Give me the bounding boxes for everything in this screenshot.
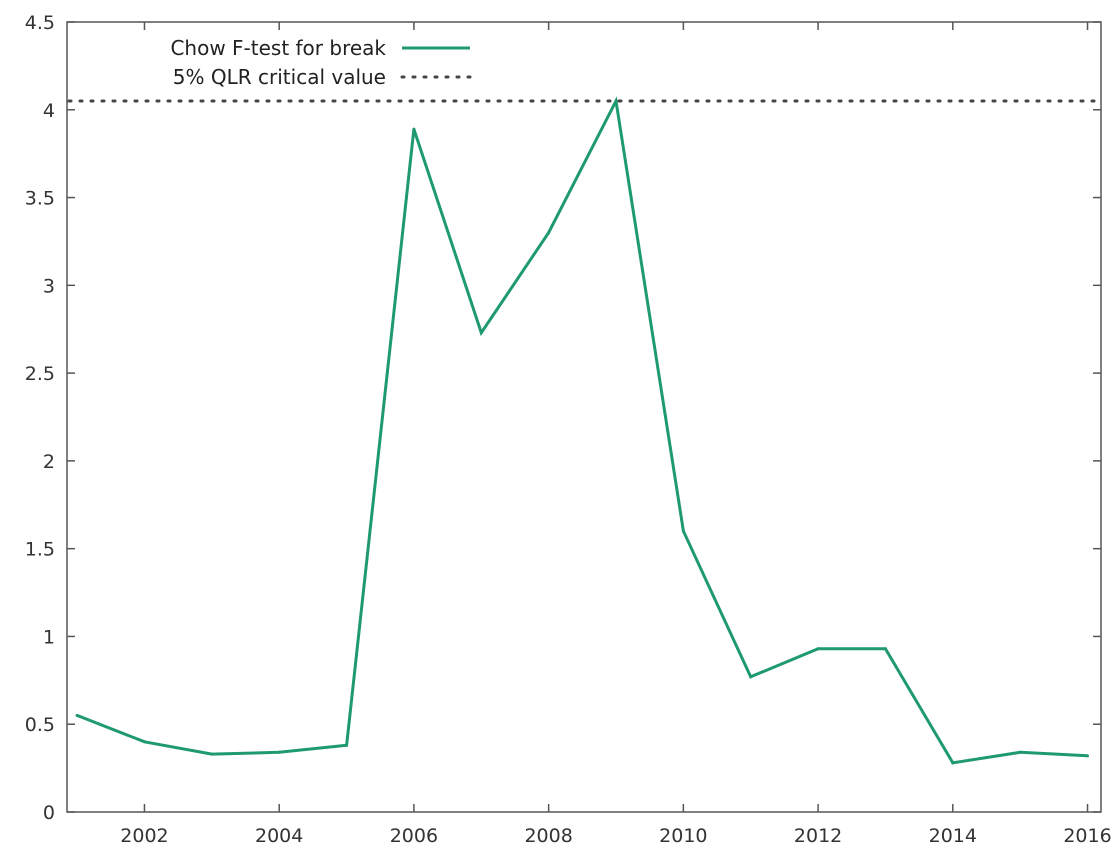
x-tick-label: 2014 (929, 825, 977, 847)
y-tick-label: 0 (43, 802, 55, 824)
x-tick-label: 2016 (1063, 825, 1111, 847)
x-tick-label: 2006 (390, 825, 438, 847)
legend-label-chow: Chow F-test for break (170, 36, 386, 60)
chow-point-2001 (75, 713, 79, 717)
chow-point-2004 (277, 750, 281, 754)
chow-point-2011 (749, 675, 753, 679)
chow-point-2008 (547, 231, 551, 235)
series-chow-line (76, 96, 1088, 765)
y-tick-label: 2 (43, 451, 55, 473)
chow-point-2003 (210, 752, 214, 756)
x-tick-label: 2012 (794, 825, 842, 847)
plot-frame (66, 21, 1102, 813)
chow-point-2014 (951, 761, 955, 765)
y-tick-label: 1 (43, 626, 55, 648)
chow-point-2013 (883, 647, 887, 651)
y-tick-label: 3 (43, 275, 55, 297)
chow-point-2009 (614, 99, 618, 103)
y-tick-label: 0.5 (25, 714, 55, 736)
x-tick-label: 2010 (659, 825, 707, 847)
y-tick-label: 4.5 (25, 12, 55, 34)
legend: Chow F-test for break 5% QLR critical va… (170, 36, 472, 89)
legend-label-qlr: 5% QLR critical value (173, 65, 386, 89)
x-tick-label: 2002 (120, 825, 168, 847)
chow-point-2010 (681, 529, 685, 533)
chow-point-2015 (1018, 750, 1022, 754)
y-tick-label: 2.5 (25, 363, 55, 385)
chow-point-2006 (412, 127, 416, 131)
x-tick-label: 2004 (255, 825, 303, 847)
chow-point-2002 (142, 740, 146, 744)
series-layer (67, 96, 1101, 765)
x-tick-label: 2008 (524, 825, 572, 847)
y-tick-label: 3.5 (25, 188, 55, 210)
chow-point-2007 (479, 331, 483, 335)
chow-point-2005 (345, 743, 349, 747)
y-tick-label: 1.5 (25, 539, 55, 561)
chow-point-2012 (816, 647, 820, 651)
y-tick-label: 4 (43, 100, 55, 122)
x-axis: 2002 2004 2006 2008 2010 2012 2014 2016 (120, 22, 1112, 847)
chow-point-2016 (1086, 754, 1090, 758)
y-axis: 0 0.5 1 1.5 2 2.5 3 3.5 4 4.5 (25, 12, 1101, 824)
